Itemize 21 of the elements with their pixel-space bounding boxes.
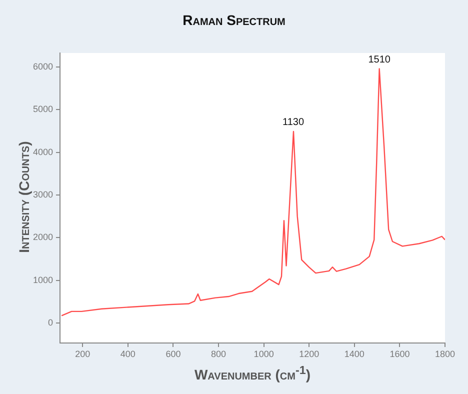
x-tick-label: 1400 xyxy=(344,348,364,359)
annotation: 1130 xyxy=(282,117,304,128)
x-tick-label: 800 xyxy=(211,348,226,359)
x-tick-label: 1800 xyxy=(434,348,456,359)
y-tick-label: 6000 xyxy=(32,62,53,72)
x-tick-label: 1600 xyxy=(390,348,410,359)
x-tick-label: 1200 xyxy=(299,348,320,359)
chart-title: Raman Spectrum xyxy=(182,12,286,28)
y-tick-label: 1000 xyxy=(32,274,53,285)
x-tick-label: 600 xyxy=(166,348,181,359)
y-axis-title: Intensity (Counts) xyxy=(16,140,32,255)
y-tick-label: 2000 xyxy=(32,232,53,242)
x-tick-label: 400 xyxy=(120,348,136,359)
y-tick-label: 3000 xyxy=(32,190,53,200)
x-tick-label: 1000 xyxy=(254,348,274,359)
x-tick-label: 200 xyxy=(75,348,90,359)
annotation: 1510 xyxy=(368,54,391,66)
y-tick-label: 0 xyxy=(48,317,53,328)
y-tick-label: 4000 xyxy=(32,146,53,157)
x-axis-title: Wavenumber (cm$^{-1}$) xyxy=(193,364,312,383)
y-tick-label: 5000 xyxy=(32,104,53,114)
